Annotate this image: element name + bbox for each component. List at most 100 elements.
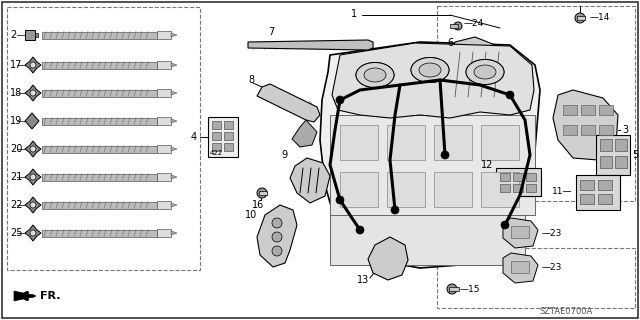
Polygon shape — [503, 253, 538, 283]
Text: 21: 21 — [10, 172, 22, 182]
Bar — [513, 184, 523, 192]
Polygon shape — [257, 84, 320, 122]
Polygon shape — [25, 85, 41, 101]
Ellipse shape — [474, 65, 496, 79]
Bar — [259, 191, 267, 195]
Bar — [157, 61, 171, 69]
Ellipse shape — [411, 58, 449, 83]
Bar — [581, 105, 595, 115]
Circle shape — [391, 206, 399, 214]
Circle shape — [506, 91, 514, 99]
Polygon shape — [25, 197, 41, 213]
Bar — [157, 201, 171, 209]
Polygon shape — [248, 40, 373, 50]
Bar — [599, 105, 613, 115]
Circle shape — [257, 188, 267, 198]
Polygon shape — [171, 175, 177, 179]
Text: 3: 3 — [622, 125, 628, 135]
Polygon shape — [445, 37, 515, 112]
Text: SZTAE0700A: SZTAE0700A — [540, 307, 593, 316]
Bar — [212, 143, 221, 151]
Bar — [208, 117, 238, 157]
Bar — [42, 146, 157, 153]
Circle shape — [447, 284, 457, 294]
Text: 22: 22 — [10, 200, 22, 210]
Bar — [330, 215, 525, 265]
Bar — [330, 115, 535, 215]
Bar — [387, 125, 425, 160]
Bar — [434, 172, 472, 207]
Bar — [580, 180, 594, 190]
Bar — [449, 287, 459, 291]
Text: 10: 10 — [244, 210, 257, 220]
Polygon shape — [320, 42, 540, 268]
Bar — [434, 125, 472, 160]
Bar — [500, 184, 510, 192]
Bar — [500, 173, 510, 181]
Bar — [526, 184, 536, 192]
Bar — [42, 90, 157, 97]
Bar — [526, 173, 536, 181]
Bar — [42, 31, 157, 38]
Text: —23: —23 — [542, 263, 563, 273]
Text: 6: 6 — [447, 38, 453, 48]
Bar — [481, 172, 519, 207]
Text: 7: 7 — [268, 27, 275, 37]
Bar — [580, 194, 594, 204]
Bar — [224, 132, 233, 140]
Text: 19: 19 — [10, 116, 22, 126]
Bar — [35, 33, 38, 37]
Text: 12: 12 — [481, 160, 493, 170]
Polygon shape — [368, 237, 408, 280]
Circle shape — [30, 230, 36, 236]
Bar — [481, 125, 519, 160]
Polygon shape — [171, 147, 177, 151]
Circle shape — [501, 221, 509, 229]
Circle shape — [30, 90, 36, 96]
Polygon shape — [171, 119, 177, 123]
Polygon shape — [14, 291, 36, 301]
Bar — [157, 173, 171, 181]
Text: 17: 17 — [10, 60, 22, 70]
Polygon shape — [25, 141, 41, 157]
Bar — [157, 89, 171, 97]
Text: 11—: 11— — [552, 188, 572, 196]
Circle shape — [336, 196, 344, 204]
Bar — [511, 226, 529, 238]
Bar — [599, 125, 613, 135]
Bar — [157, 145, 171, 153]
Polygon shape — [503, 218, 538, 248]
Bar — [157, 229, 171, 237]
Bar — [563, 125, 577, 135]
Bar — [437, 248, 635, 308]
Bar — [340, 125, 378, 160]
Bar — [157, 117, 171, 125]
Text: —15: —15 — [460, 284, 481, 293]
Text: —14: —14 — [590, 12, 611, 21]
Bar — [224, 143, 233, 151]
Bar — [496, 168, 541, 196]
Text: FR.: FR. — [40, 291, 61, 301]
Circle shape — [454, 22, 462, 30]
Text: 16: 16 — [252, 200, 264, 210]
Bar — [576, 175, 620, 210]
Polygon shape — [25, 113, 39, 129]
Bar — [563, 105, 577, 115]
Ellipse shape — [419, 63, 441, 77]
Bar — [513, 173, 523, 181]
Bar — [615, 139, 627, 151]
Bar — [42, 61, 157, 68]
Bar — [224, 121, 233, 129]
Bar — [600, 156, 612, 168]
Bar — [212, 132, 221, 140]
Circle shape — [356, 226, 364, 234]
Bar — [581, 125, 595, 135]
Text: 422: 422 — [210, 150, 223, 156]
Polygon shape — [290, 158, 330, 203]
Bar — [511, 261, 529, 273]
Text: 8: 8 — [248, 75, 254, 85]
Polygon shape — [171, 203, 177, 207]
Bar — [596, 135, 630, 175]
Polygon shape — [171, 63, 177, 67]
Circle shape — [272, 232, 282, 242]
